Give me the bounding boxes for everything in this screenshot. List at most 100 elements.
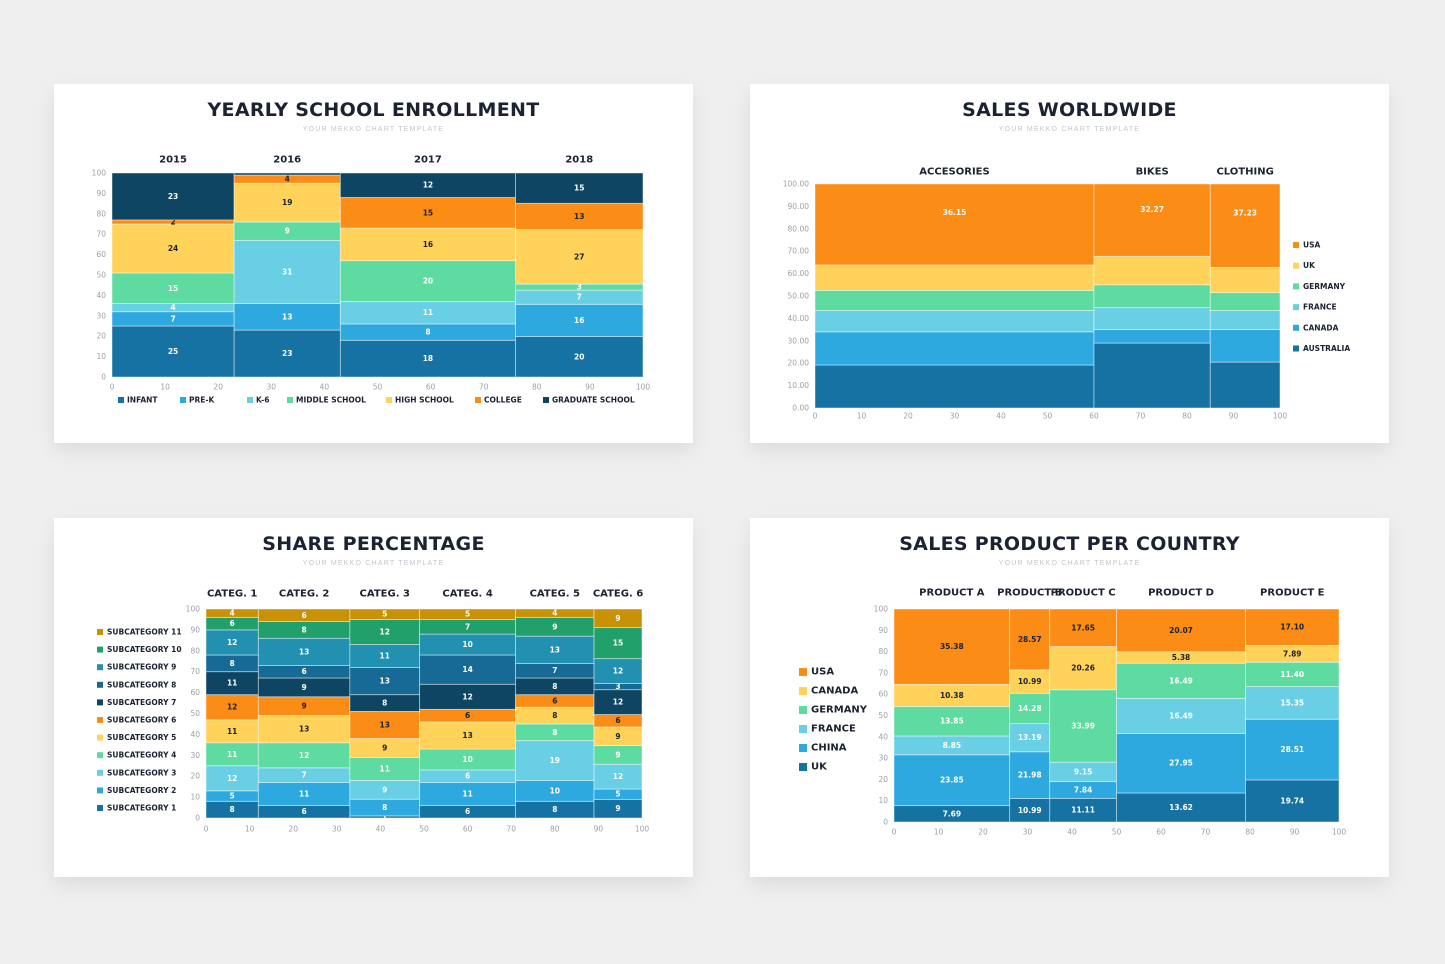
y-tick-label: 50.00: [788, 292, 810, 301]
y-tick-label: 70: [878, 668, 888, 677]
segment-canada: [1093, 329, 1211, 344]
legend-label: SUBCATEGORY 3: [107, 768, 176, 777]
y-axis: 0 10 20 30 40 50 60 70 80 90 100: [92, 169, 107, 382]
legend-swatch: [97, 769, 103, 776]
segment-graduate-school: [111, 172, 235, 221]
legend-label: SUBCATEGORY 4: [107, 751, 176, 760]
segment-canada: [814, 331, 1095, 366]
legend-label: GERMANY: [1303, 282, 1346, 291]
legend-label: SUBCATEGORY 7: [107, 698, 176, 707]
mekko-columns: ACCESORIES 36.15 BIKES 32.27 CLOTHING 37.23: [814, 167, 1281, 409]
data-label: 11: [423, 308, 433, 317]
data-label: 5: [615, 790, 620, 799]
x-tick-label: 100: [1273, 412, 1288, 421]
sales-worldwide-chart: 0.00 10.00 20.00 30.00 40.00 50.00 60.00 70.00 8…: [783, 167, 1351, 421]
x-tick-label: 50: [1043, 412, 1053, 421]
segment-france: [814, 310, 1095, 333]
legend-swatch: [97, 681, 103, 688]
segment-germany: [814, 289, 1095, 311]
data-label: 15: [423, 208, 433, 217]
legend-label: CHINA: [811, 743, 847, 754]
x-tick-label: 0: [813, 412, 818, 421]
chart-title: SALES WORLDWIDE: [962, 99, 1177, 121]
x-tick-label: 10: [934, 828, 944, 837]
legend-label: FRANCE: [811, 724, 856, 735]
x-tick-label: 70: [1136, 412, 1146, 421]
y-tick-label: 30: [96, 311, 106, 320]
data-label: 37.23: [1233, 209, 1257, 218]
x-tick-label: 30: [332, 825, 342, 834]
data-label: 11: [227, 750, 237, 759]
data-label: 12: [613, 772, 623, 781]
data-label: 8: [425, 328, 430, 337]
data-label: 7.89: [1283, 649, 1302, 658]
legend-label: MIDDLE SCHOOL: [296, 396, 366, 405]
data-label: 13: [299, 725, 309, 734]
data-label: 4: [552, 609, 557, 618]
chart-subtitle: YOUR MEKKO CHART TEMPLATE: [302, 126, 445, 133]
category-label: CATEG. 5: [530, 589, 580, 600]
data-label: 11: [227, 727, 237, 736]
segment-middle-school: [111, 272, 235, 304]
segment-subcategory-5: [257, 715, 351, 744]
legend-label: AUSTRALIA: [1303, 344, 1350, 353]
x-tick-label: 20: [978, 828, 988, 837]
legend-label: INFANT: [127, 396, 158, 405]
data-label: 12: [227, 638, 237, 647]
segment-china: [893, 754, 1011, 807]
y-tick-label: 50: [878, 711, 888, 720]
data-label: 10: [462, 755, 472, 764]
y-tick-label: 20.00: [788, 359, 810, 368]
data-label: 13: [462, 731, 472, 740]
data-label: 15.35: [1280, 698, 1304, 707]
x-tick-label: 10: [160, 383, 170, 392]
legend-label: HIGH SCHOOL: [395, 396, 454, 405]
chart-title: SHARE PERCENTAGE: [262, 533, 485, 555]
legend-swatch: [97, 787, 103, 794]
data-label: 9: [615, 614, 620, 623]
chart-subtitle: YOUR MEKKO CHART TEMPLATE: [302, 560, 445, 567]
segment-china: [1245, 718, 1340, 781]
y-tick-label: 100: [874, 605, 889, 614]
data-label: 12: [613, 698, 623, 707]
data-label: 13: [380, 720, 390, 729]
data-label: 11: [380, 652, 390, 661]
data-label: 11.40: [1280, 670, 1304, 679]
data-label: 5: [382, 610, 387, 619]
y-tick-label: 60.00: [788, 269, 810, 278]
data-label: 7.84: [1074, 785, 1093, 794]
x-tick-label: 60: [463, 825, 473, 834]
data-label: 9: [301, 683, 306, 692]
data-label: 8: [382, 699, 387, 708]
legend-swatch: [97, 629, 103, 635]
data-label: 14.28: [1018, 704, 1042, 713]
data-label: 8: [552, 711, 557, 720]
segment-uk: [1209, 266, 1281, 294]
legend-swatch: [97, 734, 103, 741]
data-label: 9: [552, 622, 557, 631]
y-tick-label: 90: [96, 189, 106, 198]
segment-usa: [1245, 608, 1340, 646]
y-axis: 0 10 20 30 40 50 60 70 80 90 100: [874, 605, 889, 827]
data-label: 9: [285, 227, 290, 236]
data-label: 16.49: [1169, 676, 1193, 685]
legend-label: SUBCATEGORY 6: [107, 716, 176, 725]
data-label: 13: [574, 212, 584, 221]
data-label: 6: [301, 667, 306, 676]
data-label: 4: [285, 175, 290, 184]
data-label: 15: [168, 284, 178, 293]
share-percentage-chart: 0 10 20 30 40 50 60 70 80 90 100 0 10 20 30 40 50 60 70 80 9…: [97, 589, 649, 834]
x-tick-label: 20: [288, 825, 298, 834]
data-label: 3: [615, 682, 620, 691]
y-tick-label: 30: [190, 751, 200, 760]
segment-college: [515, 202, 644, 230]
segment-infant: [233, 329, 341, 378]
legend-label: GRADUATE SCHOOL: [552, 396, 635, 405]
x-tick-label: 80: [550, 825, 560, 834]
sales-product-country-chart: 0 10 20 30 40 50 60 70 80 90 100 0 10 20 30 40 50 60 70 80 9…: [799, 588, 1346, 837]
data-label: 4: [230, 609, 235, 618]
legend-label: SUBCATEGORY 8: [107, 680, 176, 689]
segment-subcategory-10: [349, 619, 421, 645]
category-label: CATEG. 3: [360, 589, 410, 600]
segment-australia: [814, 364, 1095, 409]
